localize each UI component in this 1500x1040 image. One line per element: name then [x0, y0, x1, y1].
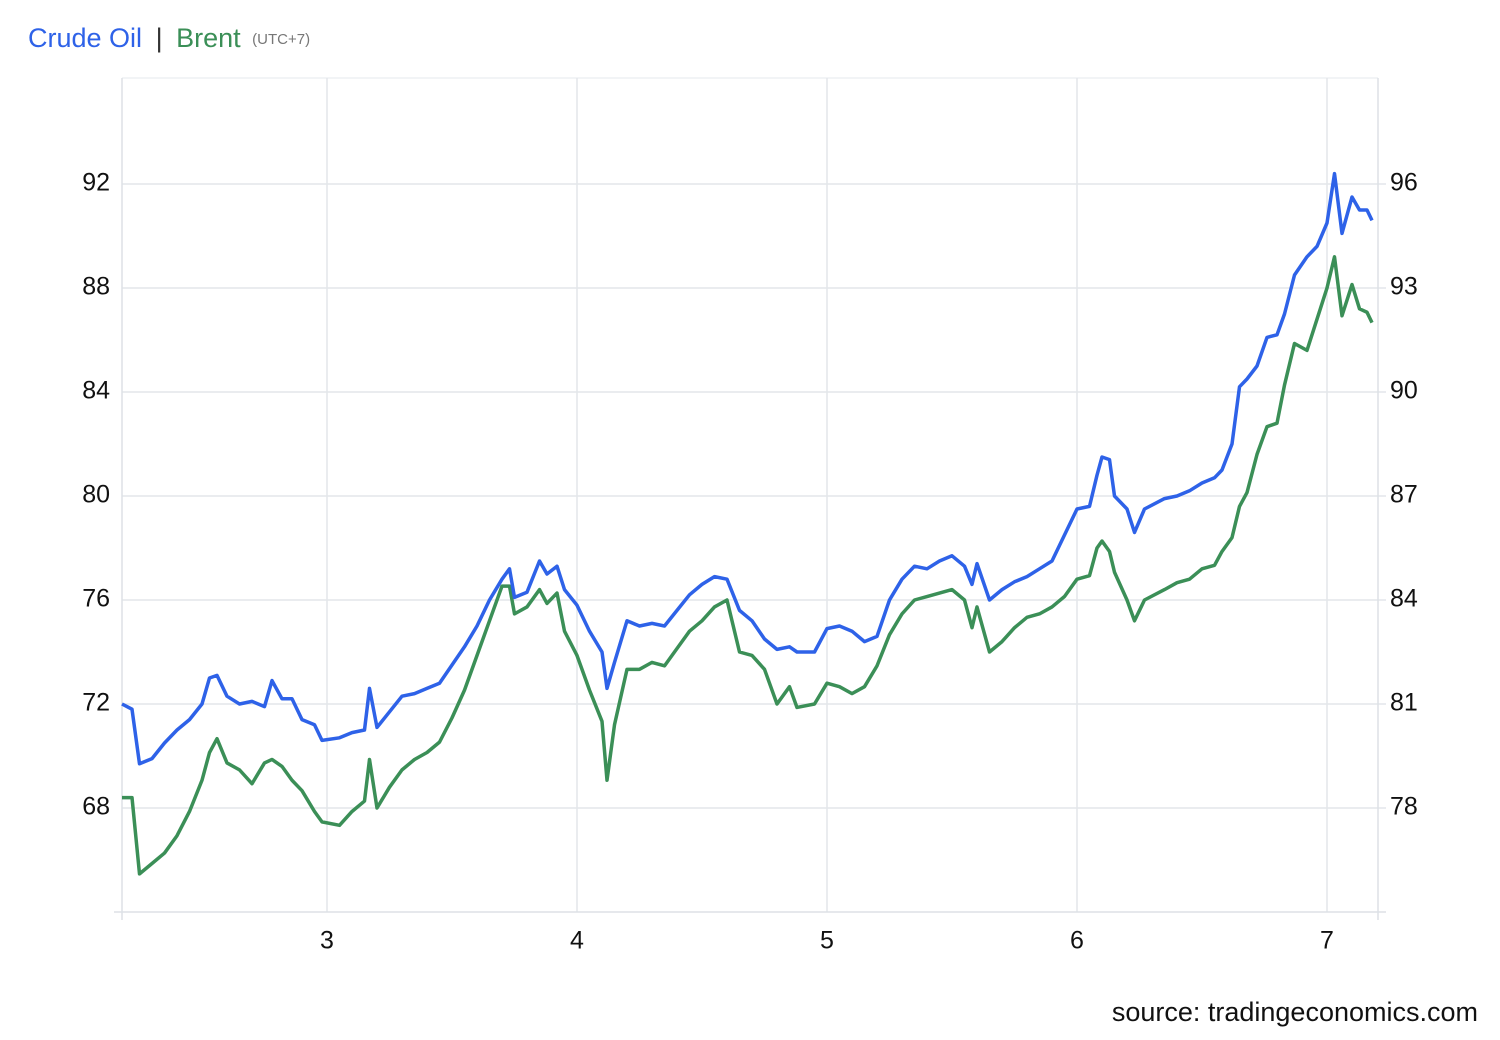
title-crude: Crude Oil — [28, 23, 142, 53]
series-line — [121, 171, 1374, 766]
x-tick-label: 7 — [1320, 927, 1334, 955]
y2-tick-label: 93 — [1390, 273, 1418, 301]
y-tick-label: 68 — [82, 793, 110, 821]
series-line — [122, 255, 1374, 876]
chart-title: Crude Oil | Brent (UTC+7) — [28, 23, 310, 53]
y2-tick-label: 81 — [1390, 689, 1418, 717]
y-tick-label: 72 — [82, 689, 110, 717]
y-tick-label: 84 — [82, 377, 110, 405]
y2-tick-label: 87 — [1390, 481, 1418, 509]
x-tick-label: 6 — [1070, 927, 1084, 955]
source: source: tradingeconomics.com — [1112, 997, 1478, 1027]
y2-tick-label: 90 — [1390, 377, 1418, 405]
title-brent: Brent — [176, 23, 241, 53]
title-separator: | — [156, 23, 163, 53]
x-tick-label: 3 — [320, 927, 334, 955]
x-tick-label: 4 — [570, 927, 584, 955]
y-tick-label: 88 — [82, 273, 110, 301]
timezone: (UTC+7) — [252, 31, 310, 48]
x-tick-label: 5 — [820, 927, 834, 955]
y2-tick-label: 96 — [1390, 169, 1418, 197]
y-tick-label: 76 — [82, 585, 110, 613]
y-tick-label: 80 — [82, 481, 110, 509]
y2-tick-label: 78 — [1390, 793, 1418, 821]
y-tick-label: 92 — [82, 169, 110, 197]
y2-tick-label: 84 — [1390, 585, 1418, 613]
